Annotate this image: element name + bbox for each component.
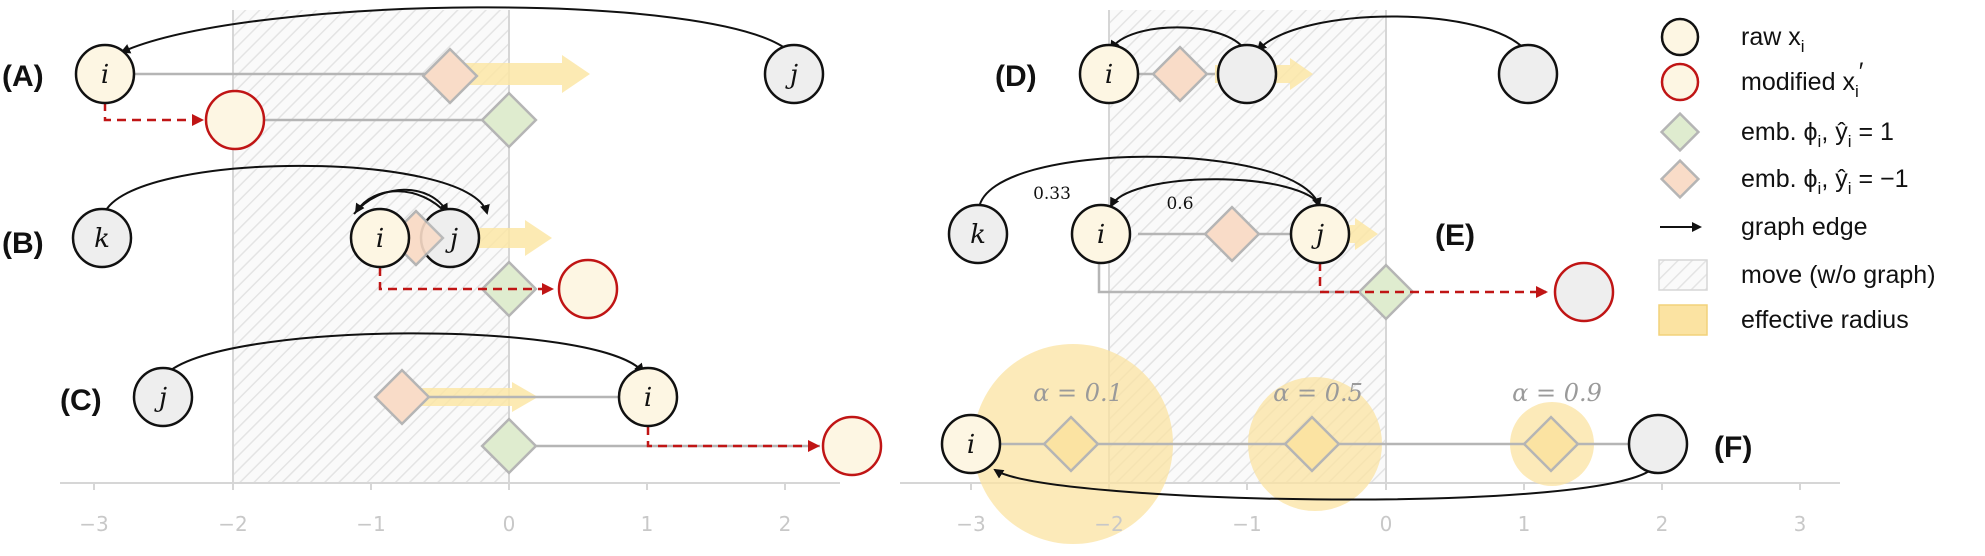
diamond-alpha-0.9 (1522, 415, 1580, 473)
legend-graph-edge-label: graph edge (1741, 213, 1868, 241)
node-modified-b (557, 258, 619, 320)
tick-label: 3 (1794, 512, 1807, 536)
panel-label-f: (F) (1714, 431, 1752, 464)
legend-radius-label: effective radius (1741, 306, 1909, 334)
alpha-label: α = 0.5 (1273, 379, 1363, 407)
tick-label: 1 (641, 512, 654, 536)
tick-label: 1 (1518, 512, 1531, 536)
node-i-f (940, 413, 1002, 475)
diamond-alpha-0.1 (1042, 415, 1100, 473)
panel-c: (C) j i (60, 332, 883, 477)
node-k-b (71, 207, 133, 269)
legend: raw xi modified xi′ emb. ϕi, ŷi = 1 emb.… (1658, 17, 1936, 336)
diamond-pos-a (480, 91, 538, 149)
legend-radius-icon (1658, 304, 1708, 336)
alpha-label: α = 0.9 (1512, 379, 1602, 407)
node-j-a (763, 43, 825, 105)
diamond-neg-a (421, 47, 479, 105)
node-label: i (1105, 60, 1113, 90)
panel-label-d: (D) (995, 60, 1037, 93)
node-i-b (349, 207, 411, 269)
diamond-neg-e (1203, 205, 1261, 263)
legend-move-icon (1658, 259, 1708, 291)
tick-label: 0 (503, 512, 516, 536)
tick-label: −3 (79, 512, 108, 536)
node-label: i (101, 60, 109, 90)
tick-label: −1 (1232, 512, 1261, 536)
node-i-d (1078, 43, 1140, 105)
legend-emb-neg-icon (1659, 158, 1701, 200)
tick-label: 0 (1380, 512, 1393, 536)
tick-label: 2 (779, 512, 792, 536)
legend-emb-pos-label: emb. ϕi, ŷi = 1 (1741, 118, 1894, 151)
node-i-c (617, 366, 679, 428)
diamond-alpha-0.5 (1283, 415, 1341, 473)
panel-label-b: (B) (2, 227, 44, 260)
node-neighbor-d1 (1216, 43, 1278, 105)
legend-modified-icon (1660, 62, 1700, 102)
diamond-neg-c (373, 368, 431, 426)
legend-raw-label: raw xi (1741, 23, 1805, 56)
left-axis-ticks: −3 −2 −1 0 1 2 (79, 512, 791, 536)
tick-label: −2 (218, 512, 247, 536)
node-label: i (376, 224, 384, 254)
right-axis-ticks: −3 −2 −1 0 1 2 3 (956, 512, 1806, 536)
diamond-neg-d (1151, 45, 1209, 103)
legend-emb-pos-icon (1659, 111, 1701, 153)
panel-a: (A) i j (2, 6, 825, 151)
tick-label: −3 (956, 512, 985, 536)
panel-f: (F) α = 0.1 α = 0.5 α = 0.9 i (940, 379, 1752, 501)
panel-label-e: (E) (1435, 219, 1475, 252)
legend-modified-label: modified xi′ (1741, 58, 1864, 101)
node-j-e (1289, 203, 1351, 265)
panel-label-a: (A) (2, 60, 44, 93)
node-i-e (1070, 203, 1132, 265)
legend-move-label: move (w/o graph) (1741, 261, 1936, 289)
node-label: k (94, 224, 110, 254)
tick-label: −1 (356, 512, 385, 536)
node-label: k (970, 220, 986, 250)
node-k-e (947, 203, 1009, 265)
panel-e: (E) 0.33 0.6 k i j (947, 155, 1615, 323)
diamond-pos-c (480, 417, 538, 475)
node-neighbor-f (1627, 413, 1689, 475)
tick-label: 2 (1656, 512, 1669, 536)
node-label: i (644, 383, 652, 413)
tick-label: −2 (1094, 512, 1123, 536)
edge-weight-ki: 0.33 (1033, 184, 1071, 204)
panel-d: (D) i (995, 15, 1559, 105)
node-i-a (74, 43, 136, 105)
node-modified-a (204, 89, 266, 151)
legend-emb-neg-label: emb. ϕi, ŷi = −1 (1741, 165, 1909, 198)
node-neighbor-d2 (1497, 43, 1559, 105)
alpha-label: α = 0.1 (1033, 379, 1123, 407)
node-label: i (1097, 220, 1105, 250)
panel-b: (B) k j i (2, 164, 619, 320)
node-label: i (967, 430, 975, 460)
node-modified-c (821, 415, 883, 477)
legend-raw-icon (1660, 17, 1700, 57)
edge-weight-ij: 0.6 (1166, 194, 1193, 214)
node-modified-e (1553, 261, 1615, 323)
panel-label-c: (C) (60, 384, 102, 417)
node-j-c (132, 366, 194, 428)
